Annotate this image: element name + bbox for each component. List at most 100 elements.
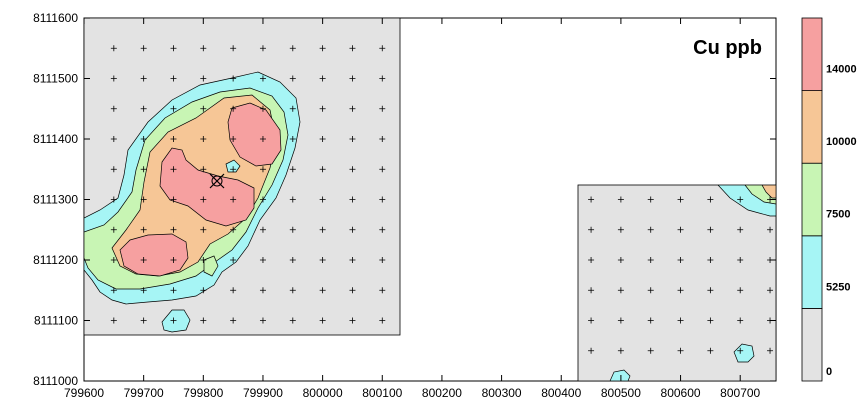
sample-point <box>170 105 177 112</box>
legend-label: 0 <box>826 366 832 378</box>
sample-point <box>379 105 386 112</box>
sample-point <box>140 257 147 263</box>
sample-point <box>349 257 356 263</box>
sample-point <box>379 136 386 142</box>
sample-point <box>259 75 266 82</box>
legend-swatch <box>801 307 823 382</box>
sample-point <box>289 317 296 324</box>
sample-point <box>289 75 296 82</box>
y-tick-label: 8111500 <box>33 72 78 86</box>
sample-point <box>110 75 117 82</box>
sample-point <box>140 196 147 203</box>
sample-point <box>170 75 177 82</box>
legend: 0 5250 7500 10000 14000 <box>801 17 857 382</box>
sample-point <box>379 317 386 324</box>
sample-point <box>110 196 117 203</box>
sample-point <box>349 226 356 233</box>
legend-label: 10000 <box>826 136 857 148</box>
sample-point <box>110 226 117 233</box>
sample-point <box>767 287 774 294</box>
sample-point <box>200 257 207 263</box>
sample-point <box>588 226 595 233</box>
map-title: Cu ppb <box>693 37 762 59</box>
sample-point <box>289 287 296 294</box>
x-tick-label: 799800 <box>183 386 223 400</box>
sample-point <box>170 226 177 233</box>
sample-point <box>617 196 624 203</box>
sample-point <box>170 287 177 294</box>
sample-point <box>289 257 296 263</box>
sample-point <box>319 105 326 112</box>
sample-point <box>259 287 266 294</box>
legend-swatch <box>801 90 823 164</box>
sample-point <box>319 75 326 82</box>
x-tick-label: 800600 <box>661 386 701 400</box>
x-tick-label: 799600 <box>64 386 104 400</box>
sample-point <box>707 196 714 203</box>
sample-point <box>230 196 237 203</box>
sample-point <box>349 45 356 52</box>
sample-point <box>737 257 744 263</box>
sample-point <box>677 257 684 263</box>
sample-point <box>170 317 177 324</box>
sample-point <box>259 45 266 52</box>
sample-point <box>200 196 207 203</box>
x-axis: 799600 799700 799800 799900 800000 800100 8002… <box>64 18 761 400</box>
sample-point <box>319 45 326 52</box>
sample-point <box>140 75 147 82</box>
sample-point <box>588 257 595 263</box>
sample-point <box>707 226 714 233</box>
sample-point <box>259 105 266 112</box>
sample-point <box>200 317 207 324</box>
x-tick-label: 800300 <box>482 386 522 400</box>
sample-point <box>349 136 356 142</box>
sample-points <box>110 45 774 354</box>
sample-point <box>379 287 386 294</box>
sample-point <box>200 45 207 52</box>
sample-point <box>379 166 386 173</box>
sample-point <box>110 45 117 52</box>
sample-point <box>289 45 296 52</box>
sample-point <box>737 317 744 324</box>
sample-point <box>647 196 654 203</box>
sample-point <box>319 287 326 294</box>
sample-point <box>319 196 326 203</box>
y-tick-label: 8111400 <box>33 132 78 146</box>
y-tick-label: 8111600 <box>33 11 78 25</box>
sample-point <box>737 226 744 233</box>
sample-point <box>588 287 595 294</box>
sample-point <box>140 136 147 142</box>
sample-point <box>707 257 714 263</box>
x-tick-label: 800500 <box>601 386 641 400</box>
sample-point <box>349 287 356 294</box>
sample-point <box>379 257 386 263</box>
sample-point <box>140 45 147 52</box>
sample-point <box>259 226 266 233</box>
sample-point <box>677 287 684 294</box>
sample-point <box>617 226 624 233</box>
contour-level-14000-c <box>119 233 189 277</box>
sample-point <box>289 226 296 233</box>
sample-point <box>588 347 595 354</box>
sample-point <box>617 317 624 324</box>
sample-point <box>379 226 386 233</box>
legend-label: 5250 <box>826 281 850 293</box>
sample-point <box>110 257 117 263</box>
sample-point <box>767 347 774 354</box>
legend-label: 7500 <box>826 209 850 221</box>
sample-point <box>349 196 356 203</box>
sample-point <box>647 226 654 233</box>
sample-point <box>677 196 684 203</box>
y-tick-label: 8111200 <box>33 253 78 267</box>
x-tick-label: 800200 <box>422 386 462 400</box>
sample-point <box>349 105 356 112</box>
sample-point <box>170 196 177 203</box>
sample-point <box>289 166 296 173</box>
sample-point <box>230 287 237 294</box>
contour-hole-green <box>203 255 219 277</box>
sample-point <box>617 347 624 354</box>
y-axis: 8111000 8111100 8111200 8111300 8111400 81115… <box>33 11 776 388</box>
sample-point <box>647 257 654 263</box>
x-tick-label: 799900 <box>243 386 283 400</box>
